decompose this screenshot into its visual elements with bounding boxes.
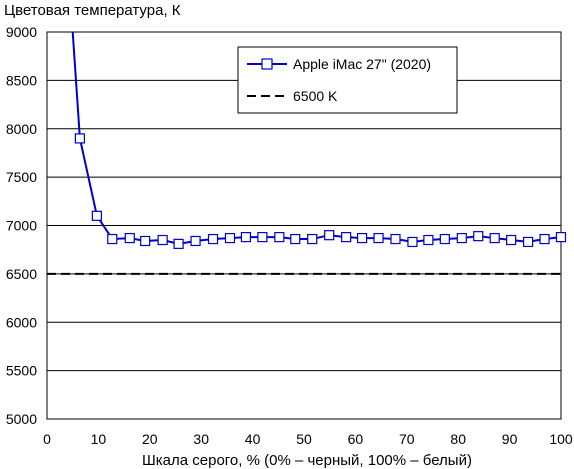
data-point <box>407 236 418 248</box>
legend-label-imac: Apple iMac 27" (2020) <box>293 56 431 72</box>
y-tick-label: 8500 <box>6 72 37 88</box>
data-point <box>290 233 301 245</box>
legend-label-6500: 6500 K <box>293 88 338 104</box>
data-point <box>140 235 151 247</box>
x-tick-label: 40 <box>245 431 261 447</box>
data-point <box>523 236 534 248</box>
data-point <box>341 232 352 243</box>
data-point <box>324 230 335 241</box>
data-point <box>190 235 201 247</box>
data-point <box>439 233 450 245</box>
x-tick-label: 10 <box>91 431 107 447</box>
data-point <box>107 233 118 245</box>
y-tick-label: 5000 <box>6 411 37 427</box>
y-tick-label: 7000 <box>6 218 37 234</box>
data-point <box>124 232 135 244</box>
data-point <box>257 232 268 243</box>
x-tick-label: 60 <box>348 431 364 447</box>
data-point <box>555 232 567 243</box>
data-point <box>423 234 434 246</box>
x-axis-title: Шкала серого, % (0% – черный, 100% – бел… <box>142 452 472 469</box>
y-tick-label: 7500 <box>6 169 37 185</box>
data-point <box>473 231 484 242</box>
y-axis-title: Цветовая температура, К <box>4 2 181 19</box>
legend-box <box>237 46 458 114</box>
x-tick-label: 30 <box>193 431 209 447</box>
y-tick-label: 5500 <box>6 363 37 379</box>
data-point <box>240 232 252 243</box>
data-point <box>539 233 550 245</box>
data-point <box>506 234 517 246</box>
data-series <box>71 31 567 249</box>
x-tick-label: 50 <box>296 431 312 447</box>
grid-lines <box>47 79 561 372</box>
data-point <box>173 238 184 249</box>
data-point <box>74 133 85 144</box>
x-tick-label: 20 <box>142 431 158 447</box>
y-tick-label: 8000 <box>6 121 37 137</box>
data-point <box>207 233 219 245</box>
y-tick-label: 6500 <box>6 266 37 282</box>
legend-marker-imac <box>261 58 273 70</box>
y-tick-label: 6000 <box>6 314 37 330</box>
x-tick-label: 80 <box>450 431 466 447</box>
data-point <box>224 232 236 244</box>
x-axis-ticks: 0 10 20 30 40 50 60 70 80 90 100 <box>43 431 573 447</box>
data-point <box>356 232 368 244</box>
x-tick-label: 70 <box>399 431 415 447</box>
data-point <box>274 232 285 243</box>
x-tick-label: 0 <box>43 431 51 447</box>
data-point <box>157 234 168 246</box>
data-point <box>307 233 318 245</box>
data-point <box>456 232 467 244</box>
plot-area <box>46 31 562 420</box>
data-point <box>91 210 102 221</box>
data-point <box>489 232 500 244</box>
x-tick-label: 90 <box>502 431 518 447</box>
legend: Apple iMac 27" (2020) 6500 K <box>237 46 458 114</box>
x-tick-label: 100 <box>549 431 573 447</box>
data-point <box>373 232 384 244</box>
y-axis-ticks: 5000 5500 6000 6500 7000 7500 8000 8500 9000 <box>6 24 37 427</box>
y-tick-label: 9000 <box>6 24 37 40</box>
data-point <box>390 233 401 245</box>
